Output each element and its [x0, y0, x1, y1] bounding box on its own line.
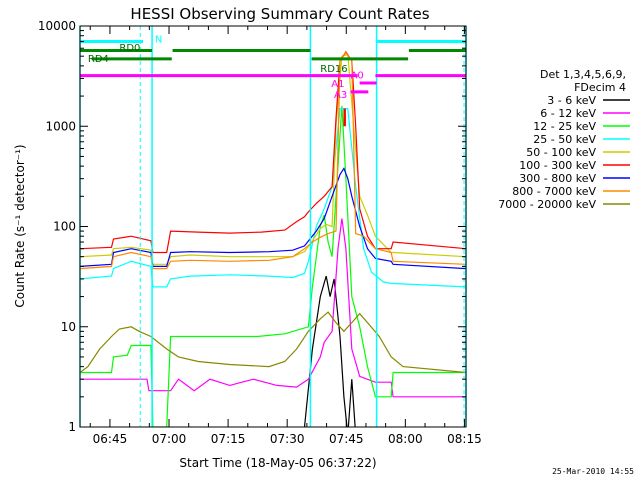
legend-label-2: 12 - 25 keV [533, 120, 596, 133]
legend-label-8: 7000 - 20000 keV [498, 198, 596, 211]
series-line-8 [80, 311, 466, 374]
series-layer [80, 50, 466, 427]
axis-layer: 06:45 07:00 07:15 07:30 07:45 08:00 08:15 1 10 10… [38, 19, 482, 446]
x-tick-label-6: 08:15 [447, 432, 482, 446]
chart-title: HESSI Observing Summary Count Rates [130, 5, 429, 23]
y-tick-label-4: 10000 [38, 19, 76, 33]
x-tick-label-4: 07:45 [329, 432, 364, 446]
ann-label-2: RD4 [88, 54, 109, 65]
series-line-0 [303, 275, 356, 427]
series-line-7 [80, 51, 466, 270]
x-tick-label-0: 06:45 [93, 432, 128, 446]
legend-label-1: 6 - 12 keV [540, 107, 596, 120]
x-tick-label-2: 07:15 [211, 432, 246, 446]
ann-label-3: RD16 [320, 64, 347, 75]
legend-header-1: FDecim 4 [574, 81, 626, 94]
series-line-1 [80, 218, 466, 398]
series-line-4 [80, 53, 466, 265]
legend-label-7: 800 - 7000 keV [512, 185, 596, 198]
x-tick-label-1: 07:00 [152, 432, 187, 446]
ann-label-8: A1 [331, 79, 344, 90]
series-line-2 [80, 105, 466, 427]
legend-label-6: 300 - 800 keV [519, 172, 596, 185]
legend-label-4: 50 - 100 keV [526, 146, 596, 159]
ann-label-9: A3 [334, 90, 347, 101]
legend-header-0: Det 1,3,4,5,6,9, [540, 68, 626, 81]
y-tick-label-1: 10 [61, 320, 76, 334]
series-line-5 [80, 50, 466, 254]
ann-label-0: N [155, 35, 162, 46]
legend-label-3: 25 - 50 keV [533, 133, 596, 146]
footer-date: 25-Mar-2010 14:55 [552, 467, 634, 476]
y-tick-label-2: 100 [53, 220, 76, 234]
x-tick-label-5: 08:00 [388, 432, 423, 446]
x-axis-label: Start Time (18-May-05 06:37:22) [179, 456, 376, 470]
ann-label-7: A0 [351, 70, 364, 81]
legend-label-5: 100 - 300 keV [519, 159, 596, 172]
y-axis-label: Count Rate (s⁻¹ detector⁻¹) [13, 144, 27, 307]
series-line-3 [80, 107, 466, 288]
y-tick-label-0: 1 [68, 420, 76, 434]
ann-label-1: RD0 [119, 43, 140, 54]
y-tick-label-3: 1000 [45, 119, 76, 133]
x-tick-label-3: 07:30 [270, 432, 305, 446]
legend-label-0: 3 - 6 keV [547, 94, 596, 107]
